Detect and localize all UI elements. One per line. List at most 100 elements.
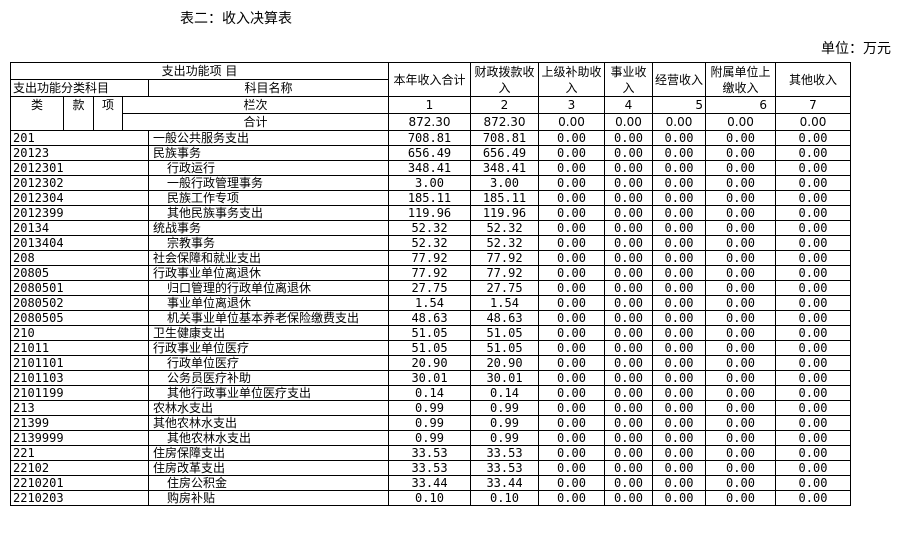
table-row: 20805 行政事业单位离退休 77.92 77.92 0.00 0.00 0.00 0.00… <box>10 265 851 281</box>
row-name: 其他农林水支出 <box>148 415 389 431</box>
table-row: 2080502 事业单位离退休 1.54 1.54 0.00 0.00 0.00 0.00 0.… <box>10 295 851 311</box>
row-value: 119.96 <box>470 205 539 221</box>
row-value: 0.00 <box>705 370 776 386</box>
row-value: 0.00 <box>705 490 776 506</box>
col-num: 6 <box>705 96 776 114</box>
table-row: 2013404 宗教事务 52.32 52.32 0.00 0.00 0.00 0.00 0.0… <box>10 235 851 251</box>
table-row: 2101101 行政单位医疗 20.90 20.90 0.00 0.00 0.00 0.00 0… <box>10 355 851 371</box>
row-code: 2101199 <box>10 385 149 401</box>
row-value: 0.00 <box>775 325 851 341</box>
row-value: 77.92 <box>388 265 471 281</box>
row-value: 33.44 <box>470 475 539 491</box>
row-value: 0.00 <box>652 265 706 281</box>
row-value: 0.00 <box>705 310 776 326</box>
row-name: 其他民族事务支出 <box>148 205 389 221</box>
table-row: 2101103 公务员医疗补助 30.01 30.01 0.00 0.00 0.00 0.00… <box>10 370 851 386</box>
row-name: 行政事业单位离退休 <box>148 265 389 281</box>
row-value: 0.00 <box>604 370 653 386</box>
header-col-4: 事业收入 <box>604 62 653 97</box>
header-subgroup: 支出功能分类科目 <box>10 79 149 97</box>
row-value: 0.10 <box>388 490 471 506</box>
row-code: 2210203 <box>10 490 149 506</box>
header-col-5: 经营收入 <box>652 62 706 97</box>
row-value: 656.49 <box>470 145 539 161</box>
row-value: 348.41 <box>470 160 539 176</box>
header-group: 支出功能项 目 <box>10 62 389 80</box>
row-value: 0.00 <box>652 145 706 161</box>
col-num: 1 <box>388 96 471 114</box>
row-value: 0.99 <box>388 430 471 446</box>
row-value: 0.00 <box>652 445 706 461</box>
table-row: 221 住房保障支出 33.53 33.53 0.00 0.00 0.00 0.00 0.00 <box>10 445 851 461</box>
col-num: 2 <box>470 96 539 114</box>
row-name: 购房补贴 <box>148 490 389 506</box>
header-name: 科目名称 <box>148 79 389 97</box>
row-value: 0.00 <box>705 220 776 236</box>
row-value: 0.00 <box>652 490 706 506</box>
table-row: 208 社会保障和就业支出 77.92 77.92 0.00 0.00 0.00 0.00 0.… <box>10 250 851 266</box>
row-value: 51.05 <box>388 340 471 356</box>
table-row: 201 一般公共服务支出 708.81 708.81 0.00 0.00 0.00 0.00 0… <box>10 130 851 146</box>
row-value: 185.11 <box>388 190 471 206</box>
row-code: 21011 <box>10 340 149 356</box>
row-name: 其他行政事业单位医疗支出 <box>148 385 389 401</box>
row-code: 2080505 <box>10 310 149 326</box>
row-value: 33.44 <box>388 475 471 491</box>
row-name: 社会保障和就业支出 <box>148 250 389 266</box>
row-value: 30.01 <box>470 370 539 386</box>
row-value: 0.00 <box>775 280 851 296</box>
row-value: 0.00 <box>604 175 653 191</box>
row-value: 0.00 <box>775 265 851 281</box>
row-value: 1.54 <box>470 295 539 311</box>
row-value: 0.00 <box>705 175 776 191</box>
row-name: 农林水支出 <box>148 400 389 416</box>
row-value: 0.00 <box>705 355 776 371</box>
row-value: 0.00 <box>604 475 653 491</box>
table-row: 2139999 其他农林水支出 0.99 0.99 0.00 0.00 0.00 0.00 0.… <box>10 430 851 446</box>
row-value: 0.00 <box>604 280 653 296</box>
row-value: 0.00 <box>775 250 851 266</box>
row-value: 0.00 <box>604 160 653 176</box>
row-value: 0.00 <box>604 250 653 266</box>
row-value: 0.00 <box>775 475 851 491</box>
row-value: 656.49 <box>388 145 471 161</box>
row-value: 33.53 <box>388 460 471 476</box>
row-code: 2101101 <box>10 355 149 371</box>
row-value: 0.00 <box>538 415 605 431</box>
row-code: 20134 <box>10 220 149 236</box>
row-value: 51.05 <box>470 340 539 356</box>
row-value: 0.00 <box>538 280 605 296</box>
row-value: 33.53 <box>388 445 471 461</box>
row-value: 0.00 <box>775 190 851 206</box>
row-value: 0.00 <box>604 190 653 206</box>
table-row: 22102 住房改革支出 33.53 33.53 0.00 0.00 0.00 0.00 0.0… <box>10 460 851 476</box>
row-value: 0.00 <box>705 250 776 266</box>
row-value: 20.90 <box>470 355 539 371</box>
row-value: 0.00 <box>705 385 776 401</box>
header-lanci: 栏次 <box>122 96 389 114</box>
header-col-7: 其他收入 <box>775 62 851 97</box>
header-col-6: 附属单位上缴收入 <box>705 62 776 97</box>
row-value: 0.14 <box>470 385 539 401</box>
row-name: 机关事业单位基本养老保险缴费支出 <box>148 310 389 326</box>
row-value: 33.53 <box>470 460 539 476</box>
row-value: 0.00 <box>705 415 776 431</box>
row-code: 221 <box>10 445 149 461</box>
row-code: 2012301 <box>10 160 149 176</box>
row-value: 0.00 <box>538 355 605 371</box>
row-value: 0.00 <box>604 460 653 476</box>
row-code: 201 <box>10 130 149 146</box>
row-code: 20805 <box>10 265 149 281</box>
row-value: 51.05 <box>470 325 539 341</box>
row-name: 行政单位医疗 <box>148 355 389 371</box>
total-value: 0.00 <box>652 113 706 131</box>
row-value: 0.00 <box>538 265 605 281</box>
row-code: 2012304 <box>10 190 149 206</box>
row-value: 0.00 <box>775 295 851 311</box>
row-value: 0.00 <box>775 400 851 416</box>
row-value: 0.00 <box>604 490 653 506</box>
row-value: 0.00 <box>705 190 776 206</box>
row-value: 27.75 <box>470 280 539 296</box>
row-value: 348.41 <box>388 160 471 176</box>
row-code: 213 <box>10 400 149 416</box>
